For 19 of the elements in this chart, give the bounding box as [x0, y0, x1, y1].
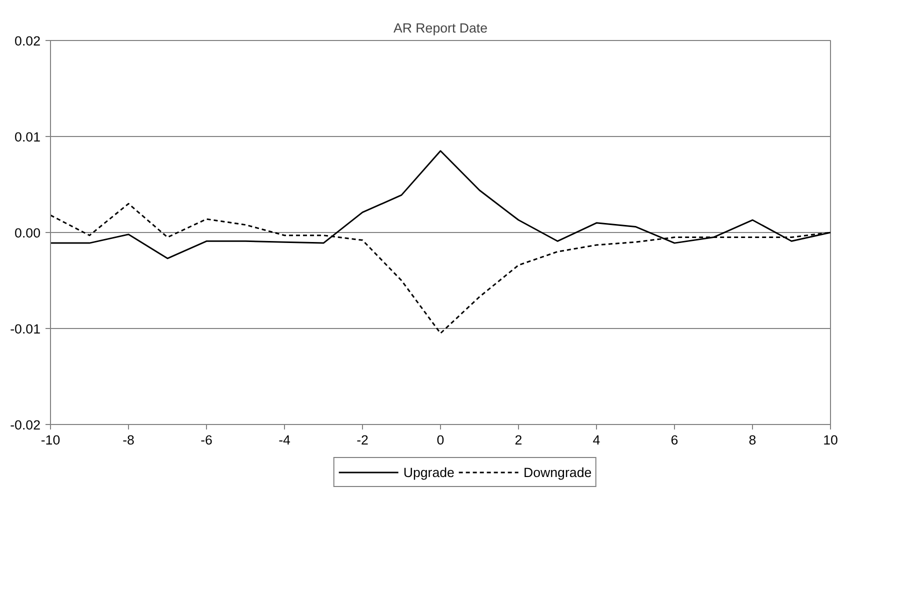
x-tick-label: 2	[514, 432, 522, 448]
y-tick-label: -0.02	[10, 418, 41, 432]
x-tick-label: -10	[40, 432, 60, 448]
x-tick-label: -2	[356, 432, 368, 448]
y-tick-label: 0.00	[14, 226, 41, 240]
x-tick-label: -4	[278, 432, 292, 448]
y-tick-label: 0.02	[14, 34, 41, 48]
legend-label: Downgrade	[523, 464, 592, 480]
x-tick-label: 6	[670, 432, 678, 448]
chart-title: AR Report Date	[393, 20, 488, 36]
x-tick-label: -6	[200, 432, 212, 448]
x-tick-label: 0	[436, 432, 444, 448]
y-tick-label: 0.01	[14, 130, 41, 144]
x-tick-label: 4	[592, 432, 601, 448]
x-tick-label: 10	[823, 432, 838, 448]
x-tick-label: 8	[748, 432, 756, 448]
y-tick-label: -0.01	[10, 322, 41, 336]
x-tick-label: -8	[122, 432, 134, 448]
legend-label: Upgrade	[403, 464, 454, 480]
